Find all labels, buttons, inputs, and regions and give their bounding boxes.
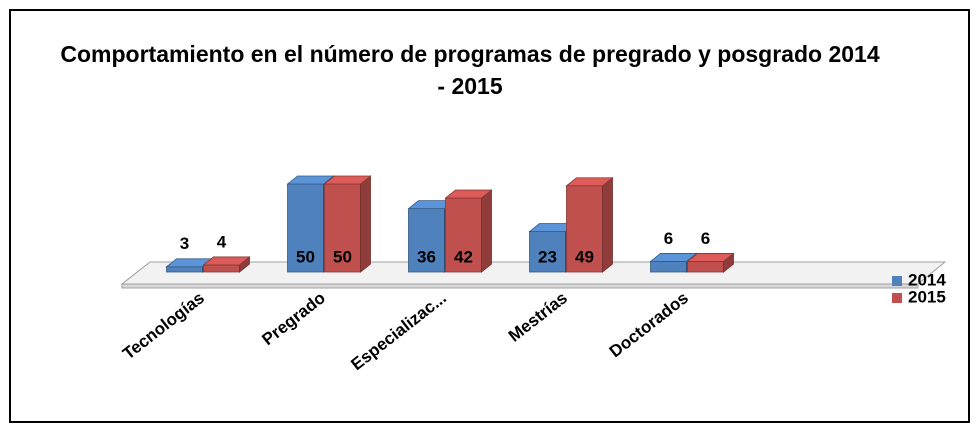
bar-top — [565, 177, 614, 187]
data-label: 49 — [575, 247, 594, 266]
data-label: 4 — [217, 232, 227, 251]
chart-title: Comportamiento en el número de programas… — [60, 41, 880, 99]
data-label: 6 — [701, 229, 710, 248]
data-label: 6 — [664, 229, 673, 248]
floor-edge — [121, 283, 919, 289]
legend-swatch — [892, 276, 902, 286]
data-label: 23 — [538, 247, 557, 266]
bar — [687, 261, 724, 273]
data-label: 3 — [180, 234, 189, 253]
bar — [408, 208, 445, 273]
bar-top — [286, 175, 335, 185]
data-label: 42 — [454, 247, 473, 266]
bar-side — [360, 175, 371, 273]
bar — [166, 266, 203, 273]
legend-swatch — [892, 293, 902, 303]
data-label: 36 — [417, 247, 436, 266]
bar-top — [649, 253, 698, 262]
bar — [203, 264, 240, 273]
bar-top — [444, 189, 493, 199]
bar-top — [686, 253, 735, 262]
bar — [650, 261, 687, 273]
bar-side — [602, 176, 613, 273]
bar — [529, 231, 566, 273]
data-label: 50 — [296, 247, 315, 266]
legend-label: 2014 — [908, 270, 946, 289]
bar-top — [323, 175, 372, 185]
bar-top — [202, 256, 251, 266]
bar — [287, 183, 324, 273]
bar — [445, 197, 482, 273]
data-label: 50 — [333, 247, 352, 266]
bar — [566, 185, 603, 273]
bar-side — [481, 189, 492, 273]
legend-label: 2015 — [908, 287, 946, 306]
